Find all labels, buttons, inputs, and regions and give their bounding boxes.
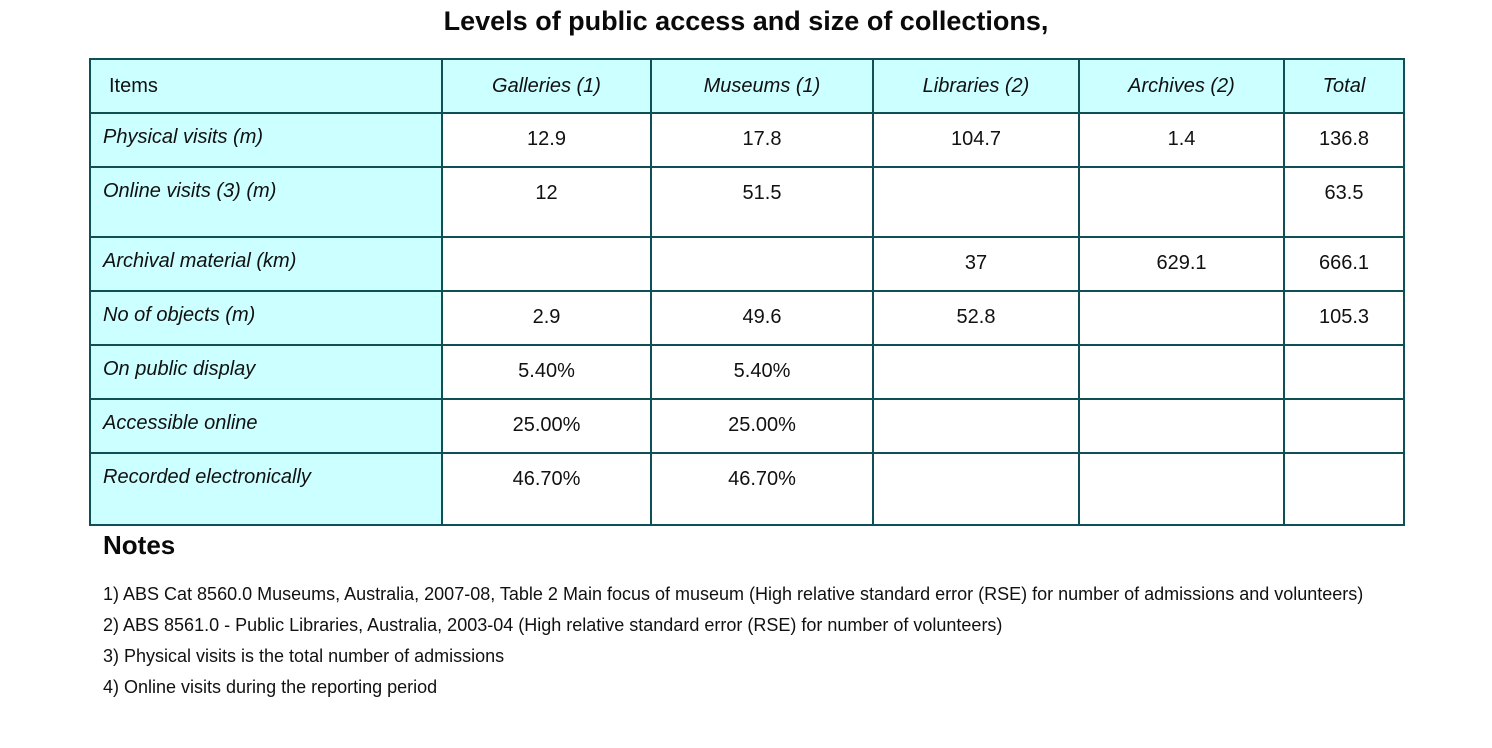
table-row: On public display 5.40% 5.40%	[89, 344, 1405, 400]
table-cell: 12	[441, 166, 652, 238]
header-cell-total: Total	[1283, 58, 1405, 114]
row-label: Online visits (3) (m)	[89, 166, 443, 238]
table-row: Accessible online 25.00% 25.00%	[89, 398, 1405, 454]
header-cell-items: Items	[89, 58, 443, 114]
table-cell: 136.8	[1283, 112, 1405, 168]
table-header-row: Items Galleries (1) Museums (1) Librarie…	[89, 58, 1405, 114]
table-cell: 104.7	[872, 112, 1080, 168]
table-cell	[650, 236, 874, 292]
header-cell-galleries: Galleries (1)	[441, 58, 652, 114]
table-cell: 46.70%	[650, 452, 874, 526]
table-cell: 63.5	[1283, 166, 1405, 238]
table-cell: 25.00%	[650, 398, 874, 454]
notes-heading: Notes	[103, 530, 176, 560]
table-cell	[872, 344, 1080, 400]
table-cell: 51.5	[650, 166, 874, 238]
row-label: On public display	[89, 344, 443, 400]
table-cell	[1283, 452, 1405, 526]
table-row: Physical visits (m) 12.9 17.8 104.7 1.4 …	[89, 112, 1405, 168]
table-cell	[872, 166, 1080, 238]
table-cell	[872, 398, 1080, 454]
table-cell	[1283, 344, 1405, 400]
table-cell: 5.40%	[650, 344, 874, 400]
note-item: 3) Physical visits is the total number o…	[103, 646, 505, 666]
row-label: Archival material (km)	[89, 236, 443, 292]
table-cell	[1283, 398, 1405, 454]
table-cell	[1078, 398, 1285, 454]
note-item: 4) Online visits during the reporting pe…	[103, 677, 438, 697]
header-cell-libraries: Libraries (2)	[872, 58, 1080, 114]
table-cell: 1.4	[1078, 112, 1285, 168]
table-cell: 52.8	[872, 290, 1080, 346]
table-cell	[441, 236, 652, 292]
page-title: Levels of public access and size of coll…	[443, 6, 1049, 36]
table-cell: 25.00%	[441, 398, 652, 454]
table-cell: 629.1	[1078, 236, 1285, 292]
table-cell: 12.9	[441, 112, 652, 168]
row-label: No of objects (m)	[89, 290, 443, 346]
table-cell: 105.3	[1283, 290, 1405, 346]
table-cell	[1078, 290, 1285, 346]
collections-table: Items Galleries (1) Museums (1) Librarie…	[89, 58, 1405, 526]
table-cell: 17.8	[650, 112, 874, 168]
note-item: 2) ABS 8561.0 - Public Libraries, Austra…	[103, 615, 1003, 635]
row-label: Physical visits (m)	[89, 112, 443, 168]
table-cell	[1078, 166, 1285, 238]
table-cell: 5.40%	[441, 344, 652, 400]
table-row: No of objects (m) 2.9 49.6 52.8 105.3	[89, 290, 1405, 346]
table-row: Archival material (km) 37 629.1 666.1	[89, 236, 1405, 292]
row-label: Recorded electronically	[89, 452, 443, 526]
table-cell: 37	[872, 236, 1080, 292]
notes-list: 1) ABS Cat 8560.0 Museums, Australia, 20…	[103, 582, 1393, 706]
header-cell-archives: Archives (2)	[1078, 58, 1285, 114]
table-cell	[872, 452, 1080, 526]
row-label: Accessible online	[89, 398, 443, 454]
table-cell: 666.1	[1283, 236, 1405, 292]
table-row: Recorded electronically 46.70% 46.70%	[89, 452, 1405, 526]
table-row: Online visits (3) (m) 12 51.5 63.5	[89, 166, 1405, 238]
note-item: 1) ABS Cat 8560.0 Museums, Australia, 20…	[103, 584, 1364, 604]
table-cell: 49.6	[650, 290, 874, 346]
table-cell	[1078, 344, 1285, 400]
table-cell	[1078, 452, 1285, 526]
table-cell: 2.9	[441, 290, 652, 346]
table-cell: 46.70%	[441, 452, 652, 526]
header-cell-museums: Museums (1)	[650, 58, 874, 114]
